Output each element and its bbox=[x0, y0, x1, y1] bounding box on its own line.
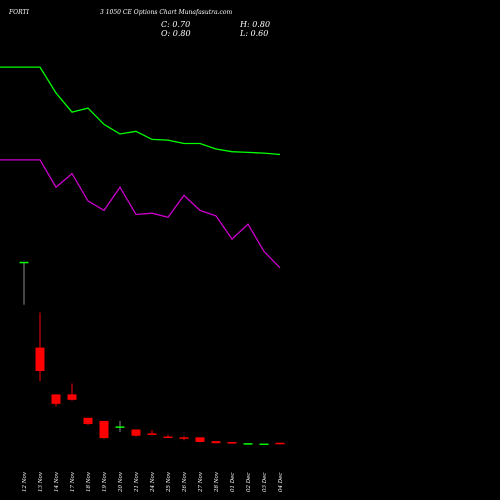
low-value: L: 0.60 bbox=[240, 29, 269, 38]
candle-body bbox=[83, 417, 93, 425]
x-tick-label: 04 Dec bbox=[278, 473, 284, 493]
candle-body bbox=[99, 420, 109, 439]
candle-body bbox=[19, 261, 29, 264]
x-tick-label: 14 Nov bbox=[54, 471, 60, 492]
candle-body bbox=[131, 429, 141, 436]
ma-line-1 bbox=[0, 66, 281, 156]
candle-body bbox=[227, 441, 237, 444]
candle-body bbox=[163, 436, 173, 439]
x-tick-label: 02 Dec bbox=[246, 473, 252, 493]
candle-body bbox=[35, 347, 45, 371]
candle-body bbox=[147, 433, 157, 435]
candle-body bbox=[275, 442, 285, 445]
chart-title: 3 1050 CE Options Chart Munafasutra.com bbox=[100, 9, 233, 16]
x-tick-label: 25 Nov bbox=[166, 471, 172, 493]
x-tick-label: 27 Nov bbox=[198, 471, 204, 493]
x-tick-label: 20 Nov bbox=[118, 471, 124, 493]
x-tick-label: 26 Nov bbox=[182, 471, 188, 493]
candle-body bbox=[115, 426, 125, 428]
ma-line-2 bbox=[0, 159, 281, 269]
candle-body bbox=[259, 443, 269, 446]
candle-body bbox=[211, 441, 221, 444]
x-tick-label: 28 Nov bbox=[214, 471, 220, 493]
chart-symbol: FORTI bbox=[9, 9, 29, 16]
open-value: O: 0.80 bbox=[161, 29, 191, 38]
high-value: H: 0.80 bbox=[240, 20, 271, 29]
candle-body bbox=[67, 394, 77, 400]
x-tick-label: 17 Nov bbox=[70, 471, 76, 492]
candle-body bbox=[243, 443, 253, 445]
close-value: C: 0.70 bbox=[161, 20, 191, 29]
candle-body bbox=[51, 394, 61, 404]
candle-body bbox=[179, 437, 189, 439]
x-tick-label: 03 Dec bbox=[262, 473, 268, 493]
x-tick-label: 01 Dec bbox=[230, 473, 236, 493]
x-tick-label: 12 Nov bbox=[22, 471, 28, 492]
candle-body bbox=[195, 437, 205, 442]
x-tick-label: 21 Nov bbox=[134, 471, 140, 493]
x-tick-label: 18 Nov bbox=[86, 471, 92, 492]
x-tick-label: 19 Nov bbox=[102, 471, 108, 492]
x-tick-label: 13 Nov bbox=[38, 471, 44, 492]
x-tick-label: 24 Nov bbox=[150, 471, 156, 493]
